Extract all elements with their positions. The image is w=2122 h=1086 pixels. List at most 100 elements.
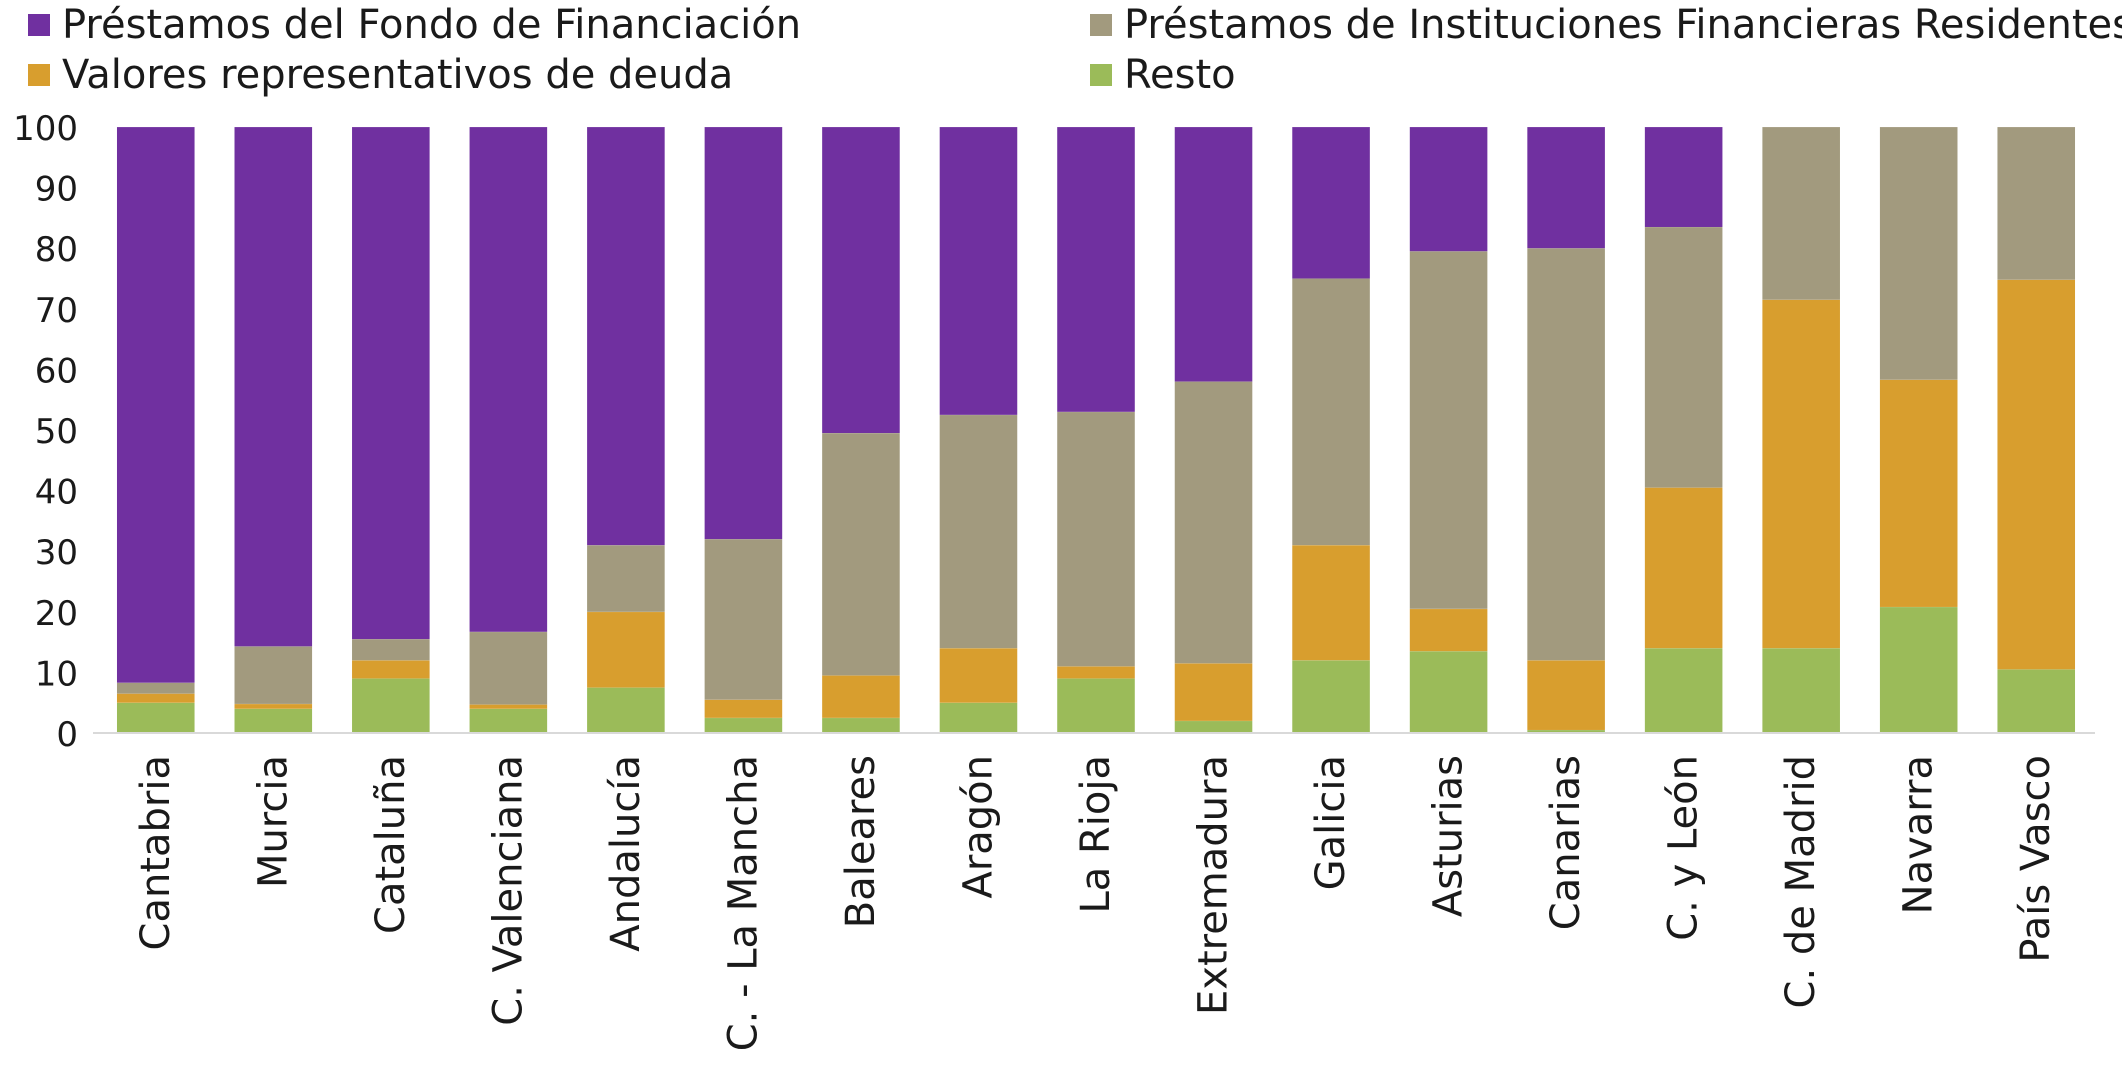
bar-segment [469,708,548,733]
x-tick-label: Andalucía [603,755,649,952]
bar-segment [469,631,548,705]
y-tick-label: 60 [35,351,78,391]
bar-segment [587,687,665,733]
y-tick-label: 100 [13,109,78,149]
bar-segment [1644,487,1723,649]
bar-segment [1527,729,1605,733]
bar-segment [587,545,665,612]
x-tick-label: Asturias [1426,755,1472,917]
bar-segment [1292,278,1370,546]
bar-segment [1762,648,1840,733]
x-tick-label: C. y León [1661,755,1707,941]
bar-segment [234,646,313,704]
bar-segment [1644,226,1723,488]
bar-segment [1997,279,2076,670]
legend-swatch [28,64,50,86]
legend-item-resto: Resto [1090,52,1236,98]
legend-item-instituciones-financieras: Préstamos de Instituciones Financieras R… [1090,2,2122,48]
bar-segment [234,703,313,709]
bar-segment [352,660,430,679]
bar-segment [704,717,783,733]
x-tick-label: C. - La Mancha [720,755,766,1051]
bar-segment [1527,127,1605,249]
bar-segment [234,708,313,733]
bar-segment [116,127,195,683]
bar-segment [1409,251,1488,609]
bar-segment [116,702,195,733]
bar-segment [587,611,665,688]
bar-segment [1174,381,1253,664]
x-tick-label: País Vasco [2013,755,2059,963]
bar-segment [939,127,1018,415]
bar-segment [1057,127,1135,412]
x-axis: Cantabria Murcia Cataluña C. Valenciana Anda… [93,732,2095,1051]
y-tick-label: 30 [35,533,78,573]
bar-segment [1409,608,1488,652]
bar-segment [1997,669,2076,733]
x-tick-label: Murcia [250,755,296,888]
bar-segment [352,678,430,733]
legend-label: Resto [1124,52,1236,98]
bar-segment [704,539,783,700]
bar-segment [469,704,548,709]
y-tick-label: 10 [35,654,78,694]
legend-swatch [1090,64,1112,86]
bar-segment [1292,127,1370,279]
bar-segment [1879,379,1958,607]
bar-segment [352,127,430,640]
bar-segment [1644,648,1723,733]
bar-segment [116,682,195,694]
bar-segment [1879,127,1958,380]
bar-segment [1762,299,1840,649]
bar-segment [1174,663,1253,721]
bar-segment [704,127,783,540]
bar-segment [939,648,1018,703]
x-tick-label: La Rioja [1073,755,1119,914]
legend-label: Valores representativos de deuda [62,52,734,98]
legend-item-fondo-financiacion: Préstamos del Fondo de Financiación [28,2,801,48]
bar-segment [704,699,783,718]
legend-item-valores-deuda: Valores representativos de deuda [28,52,733,98]
bar-segment [1762,127,1840,300]
x-tick-label: C. Valenciana [485,755,531,1026]
legend-label: Préstamos de Instituciones Financieras R… [1124,2,2122,48]
legend-swatch [28,14,50,36]
bar-segment [234,127,313,647]
bar-segment [1057,411,1135,667]
bar-segment [1057,678,1135,733]
bar-segment [1527,248,1605,661]
x-tick-label: Galicia [1308,755,1354,890]
bars [116,126,2076,733]
bar-segment [1644,127,1723,227]
y-tick-label: 70 [35,291,78,331]
bar-segment [1292,545,1370,661]
y-tick-label: 40 [35,473,78,513]
bar-segment [822,675,900,718]
y-tick-label: 0 [56,715,78,755]
bar-segment [939,702,1018,733]
x-tick-label: Extremadura [1191,755,1237,1015]
x-tick-label: Baleares [838,755,884,928]
legend-swatch [1090,14,1112,36]
bar-segment [1174,127,1253,382]
bar-segment [822,717,900,733]
bar-segment [1527,660,1605,730]
y-axis: 0 10 20 30 40 50 60 70 80 90 100 [13,109,78,755]
bar-segment [116,693,195,703]
bar-segment [469,127,548,632]
y-tick-label: 50 [35,412,78,452]
bar-segment [822,433,900,676]
y-tick-label: 20 [35,594,78,634]
x-tick-label: Canarias [1543,755,1589,930]
bar-segment [1292,660,1370,733]
bar-segment [1057,666,1135,679]
bar-segment [1409,127,1488,252]
y-tick-label: 90 [35,170,78,210]
bar-segment [1879,606,1958,733]
y-tick-label: 80 [35,230,78,270]
x-tick-label: Navarra [1896,755,1942,914]
x-tick-label: Cantabria [133,755,179,950]
bar-segment [587,127,665,546]
bar-segment [352,639,430,661]
